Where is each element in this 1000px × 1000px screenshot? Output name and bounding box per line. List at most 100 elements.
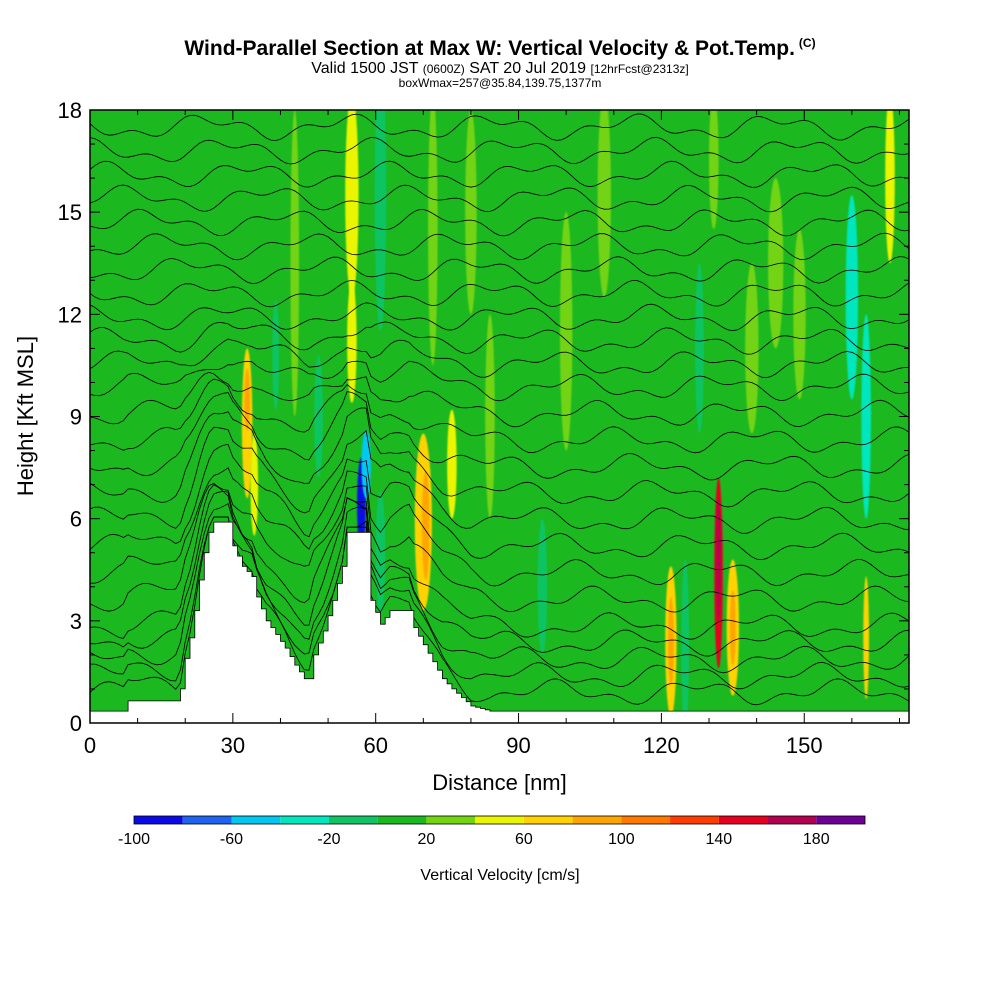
y-tick-label: 6 — [70, 507, 82, 532]
velocity-cell — [447, 409, 457, 519]
velocity-cell — [375, 491, 386, 615]
colorbar-tick-label: -60 — [220, 831, 243, 848]
velocity-cell — [668, 596, 674, 686]
colorbar-swatch — [182, 816, 232, 824]
velocity-cell — [768, 178, 784, 349]
potential-temperature-contours — [90, 113, 909, 706]
terrain-profile — [90, 521, 909, 723]
theta-contour — [90, 136, 909, 165]
x-tick-label: 90 — [506, 733, 530, 758]
forecast-info: [12hrFcst@2313z] — [590, 62, 689, 76]
velocity-cell — [709, 110, 719, 230]
y-tick-label: 3 — [70, 609, 82, 634]
theta-contour — [90, 391, 909, 481]
colorbar-label: Vertical Velocity [cm/s] — [420, 867, 579, 884]
velocity-cell — [861, 314, 871, 519]
theta-contour — [90, 302, 909, 332]
theta-contour — [90, 426, 909, 534]
velocity-cell — [250, 433, 259, 536]
colorbar-swatch — [134, 816, 183, 824]
y-tick-label: 18 — [58, 98, 82, 123]
velocity-cell — [559, 212, 573, 451]
x-tick-label: 60 — [363, 733, 387, 758]
theta-contour — [90, 232, 909, 261]
theta-contour — [90, 113, 909, 141]
valid-time-line: Valid 1500 JST (0600Z) SAT 20 Jul 2019 [… — [0, 60, 1000, 78]
theta-contour — [90, 338, 909, 379]
theta-contour — [90, 467, 909, 587]
theta-contour — [90, 321, 909, 355]
colorbar-tick-label: 100 — [608, 831, 635, 848]
colorbar-swatch — [572, 816, 622, 824]
theta-contour — [90, 503, 909, 674]
colorbar-swatch — [280, 816, 329, 824]
velocity-cell — [729, 590, 736, 666]
colorbar-swatch — [523, 816, 573, 824]
chart-title: Wind-Parallel Section at Max W: Vertical… — [0, 36, 1000, 61]
colorbar-swatch — [767, 816, 817, 824]
velocity-cell — [347, 280, 357, 403]
velocity-cell — [485, 314, 495, 519]
theta-contour — [90, 208, 909, 237]
x-tick-label: 150 — [786, 733, 823, 758]
theta-contour — [90, 360, 909, 402]
colorbar-tick-label: 20 — [418, 831, 436, 848]
valid-utc: (0600Z) — [422, 62, 465, 76]
velocity-cell — [745, 263, 759, 434]
velocity-cell — [885, 110, 895, 264]
colorbar-frame — [133, 815, 866, 825]
theta-contour — [90, 371, 909, 428]
colorbar-swatch — [718, 816, 768, 824]
y-tick-label: 12 — [58, 302, 82, 327]
theta-contour — [90, 443, 909, 561]
colorbar-swatch — [328, 816, 378, 824]
velocity-cell — [793, 229, 806, 400]
colorbar-swatch — [475, 816, 524, 824]
velocity-cell — [244, 368, 250, 431]
chart-title-text: Wind-Parallel Section at Max W: Vertical… — [184, 37, 795, 60]
velocity-cell — [345, 110, 359, 298]
y-tick-label: 15 — [58, 200, 82, 225]
velocity-cell — [695, 263, 704, 434]
colorbar-tick-label: 180 — [803, 831, 830, 848]
velocity-cell — [421, 470, 430, 580]
colorbar-swatch — [231, 816, 281, 824]
x-tick-label: 0 — [84, 733, 96, 758]
colorbar-tick-label: 60 — [515, 831, 533, 848]
valid-date: SAT 20 Jul 2019 — [469, 60, 587, 77]
theta-contour — [90, 484, 909, 640]
theta-contour — [90, 407, 909, 508]
colorbar-swatch — [426, 816, 476, 824]
y-axis-label: Height [Kft MSL] — [13, 336, 38, 496]
velocity-cell — [465, 110, 477, 315]
x-tick-label: 120 — [643, 733, 680, 758]
y-axis-ticks: 0 3 6 9 12 15 18 — [58, 98, 909, 736]
colorbar-swatch — [621, 816, 671, 824]
colorbar-tick-label: -20 — [317, 831, 340, 848]
theta-contour — [90, 160, 909, 188]
colorbar-swatch — [377, 816, 427, 824]
box-wmax-line: boxWmax=257@35.84,139.75,1377m — [398, 76, 602, 90]
velocity-cell — [537, 518, 548, 655]
y-tick-label: 9 — [70, 405, 82, 430]
theta-contour — [90, 256, 909, 284]
velocity-cell — [374, 110, 387, 332]
velocity-cell — [428, 110, 438, 366]
theta-contour — [90, 516, 909, 690]
colorbar-tick-label: 140 — [705, 831, 732, 848]
valid-prefix: Valid 1500 JST — [311, 60, 419, 77]
velocity-cell — [290, 110, 300, 417]
copyright-mark: (C) — [798, 36, 816, 50]
velocity-cell — [863, 576, 870, 700]
y-tick-label: 0 — [70, 711, 82, 736]
plot-area — [90, 110, 909, 723]
colorbar: -100 -60 -20 20 60 100 140 180 — [118, 815, 866, 848]
x-tick-label: 30 — [221, 733, 245, 758]
colorbar-swatch — [816, 816, 865, 824]
x-axis-label: Distance [nm] — [432, 770, 567, 795]
velocity-cell — [681, 559, 690, 723]
x-axis-ticks: 0 30 60 90 120 150 — [84, 110, 900, 758]
terrain — [90, 521, 909, 723]
theta-contour — [90, 482, 909, 613]
